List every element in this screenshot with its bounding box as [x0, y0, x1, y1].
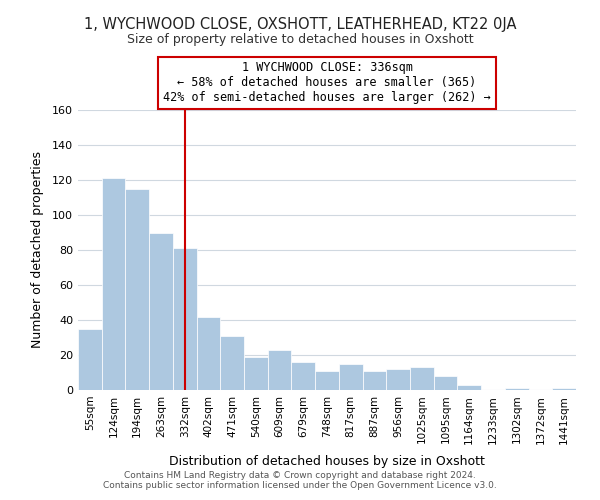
Bar — [457, 385, 481, 390]
Bar — [78, 329, 102, 390]
Bar — [173, 248, 197, 390]
Bar — [339, 364, 362, 390]
Bar — [315, 371, 339, 390]
Bar — [505, 388, 529, 390]
Text: Contains HM Land Registry data © Crown copyright and database right 2024.
Contai: Contains HM Land Registry data © Crown c… — [103, 470, 497, 490]
Bar — [292, 362, 315, 390]
Bar — [102, 178, 125, 390]
Bar — [220, 336, 244, 390]
Bar — [386, 369, 410, 390]
Bar — [125, 188, 149, 390]
Y-axis label: Number of detached properties: Number of detached properties — [31, 152, 44, 348]
Text: 1, WYCHWOOD CLOSE, OXSHOTT, LEATHERHEAD, KT22 0JA: 1, WYCHWOOD CLOSE, OXSHOTT, LEATHERHEAD,… — [84, 18, 516, 32]
Bar — [197, 316, 220, 390]
Bar — [149, 232, 173, 390]
Bar — [244, 357, 268, 390]
Bar — [552, 388, 576, 390]
Text: Size of property relative to detached houses in Oxshott: Size of property relative to detached ho… — [127, 32, 473, 46]
Text: 1 WYCHWOOD CLOSE: 336sqm
← 58% of detached houses are smaller (365)
42% of semi-: 1 WYCHWOOD CLOSE: 336sqm ← 58% of detach… — [163, 62, 491, 104]
Bar — [434, 376, 457, 390]
X-axis label: Distribution of detached houses by size in Oxshott: Distribution of detached houses by size … — [169, 454, 485, 468]
Bar — [362, 371, 386, 390]
Bar — [268, 350, 292, 390]
Bar — [410, 367, 434, 390]
